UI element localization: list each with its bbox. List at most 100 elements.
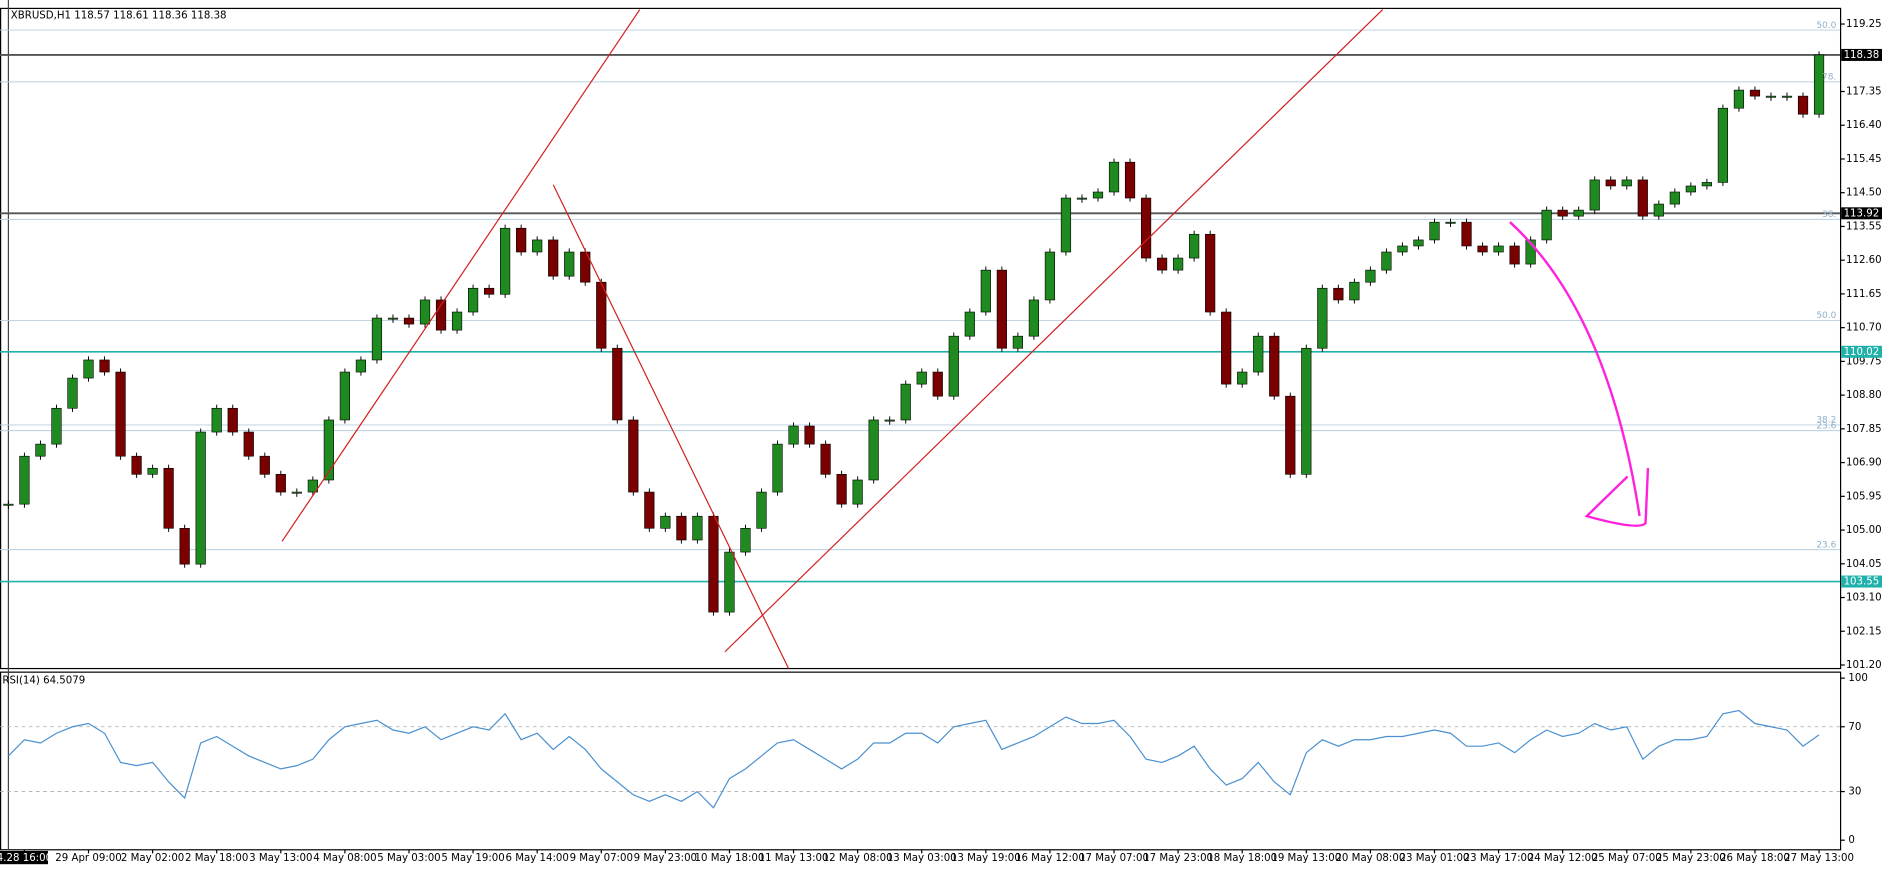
y-tick-label: 116.40 <box>1846 120 1882 131</box>
candle <box>355 359 367 373</box>
candle <box>1253 335 1264 373</box>
candle <box>1301 347 1312 475</box>
candle <box>1060 197 1072 253</box>
candle <box>884 419 895 422</box>
y-tick-label: 113.55 <box>1846 221 1882 232</box>
y-tick-label: 103.10 <box>1846 593 1882 604</box>
candle <box>964 311 975 337</box>
x-tick-label: 5 May 19:00 <box>441 853 504 864</box>
arrow-head <box>1584 468 1650 527</box>
candle <box>932 371 943 397</box>
candle <box>644 491 655 529</box>
candle <box>788 425 799 445</box>
candle <box>1781 95 1793 98</box>
candle <box>1653 203 1664 217</box>
candle <box>1076 197 1088 200</box>
candle <box>1365 269 1376 283</box>
x-tick-label: 12 May 08:00 <box>823 853 893 864</box>
fib-label: 50.0 <box>1816 311 1836 321</box>
candle <box>548 239 559 277</box>
candle <box>1749 89 1761 97</box>
candle <box>948 335 959 397</box>
x-tick-label: 16 May 12:00 <box>1015 853 1085 864</box>
candle <box>403 317 415 325</box>
fib-label: 38. <box>1822 210 1836 220</box>
candle <box>1717 107 1729 183</box>
chart-title: XBRUSD,H1 118.57 118.61 118.36 118.38 <box>11 11 227 22</box>
level-price-box <box>1841 48 1882 61</box>
candle <box>1493 245 1504 253</box>
candle <box>1445 221 1456 224</box>
candle <box>339 371 350 421</box>
candle <box>1509 245 1520 265</box>
candle <box>1044 251 1056 301</box>
candle <box>692 515 703 541</box>
x-tick-label: 13 May 03:00 <box>887 853 957 864</box>
y-tick-label: 0 <box>1848 835 1854 846</box>
level-price-label: 110.02 <box>1844 347 1880 358</box>
candle <box>660 515 671 529</box>
y-tick-label: 30 <box>1848 787 1861 798</box>
candle <box>484 287 495 295</box>
candle <box>371 317 383 361</box>
candle <box>419 299 431 325</box>
x-tick-label: 4 May 08:00 <box>313 853 376 864</box>
x-tick-label: 9 May 07:00 <box>570 853 633 864</box>
x-tick-label: 6 May 14:00 <box>505 853 568 864</box>
candle <box>467 287 479 313</box>
candle <box>1221 311 1232 385</box>
candle <box>227 407 238 433</box>
candle <box>868 419 879 481</box>
candle <box>1349 281 1360 301</box>
candle <box>1028 299 1040 337</box>
y-tick-label: 110.70 <box>1846 323 1882 334</box>
candle <box>179 527 190 565</box>
candle <box>1685 185 1696 193</box>
x-tick-label: 25 May 07:00 <box>1592 853 1662 864</box>
candle <box>323 419 334 481</box>
candle <box>996 269 1007 349</box>
candle <box>1140 197 1152 259</box>
x-tick-label: 24 May 12:00 <box>1528 853 1598 864</box>
level-price-label: 103.55 <box>1844 577 1880 588</box>
x-tick-label: 17 May 23:00 <box>1143 853 1213 864</box>
y-tick-label: 112.60 <box>1846 255 1882 266</box>
rsi-title: RSI(14) 64.5079 <box>2 676 85 687</box>
candle <box>1541 209 1552 241</box>
candle <box>211 407 222 433</box>
candle <box>532 239 543 253</box>
candle <box>3 503 14 506</box>
candle <box>435 299 447 331</box>
y-tick-label: 100 <box>1848 673 1867 684</box>
drawings <box>281 9 1650 669</box>
candle <box>1461 221 1472 247</box>
candle <box>67 377 78 409</box>
candle <box>243 431 254 457</box>
candle <box>1269 335 1280 397</box>
candle <box>1285 395 1296 475</box>
y-tick-label: 109.75 <box>1846 356 1882 367</box>
candle <box>1012 335 1023 349</box>
rsi-pane <box>0 671 1842 851</box>
candle <box>275 474 286 493</box>
y-tick-label: 105.00 <box>1846 525 1882 536</box>
x-tick-label: 13 May 19:00 <box>951 853 1021 864</box>
y-tick-label: 119.25 <box>1846 19 1882 30</box>
candle <box>1333 287 1344 301</box>
x-tick-label: 18 May 18:00 <box>1207 853 1277 864</box>
fib-label: 50.0 <box>1816 21 1836 31</box>
candle <box>580 251 591 283</box>
y-tick-label: 117.35 <box>1846 87 1882 98</box>
candle <box>804 425 815 445</box>
candle <box>1813 54 1825 115</box>
candle <box>1733 89 1745 109</box>
candle <box>612 347 623 421</box>
candle <box>115 371 126 457</box>
y-tick-label: 102.15 <box>1846 626 1882 637</box>
y-tick-label: 115.45 <box>1846 154 1882 165</box>
candle <box>51 407 62 445</box>
candle <box>500 227 511 295</box>
candle <box>1765 95 1777 98</box>
candle <box>1124 161 1136 199</box>
